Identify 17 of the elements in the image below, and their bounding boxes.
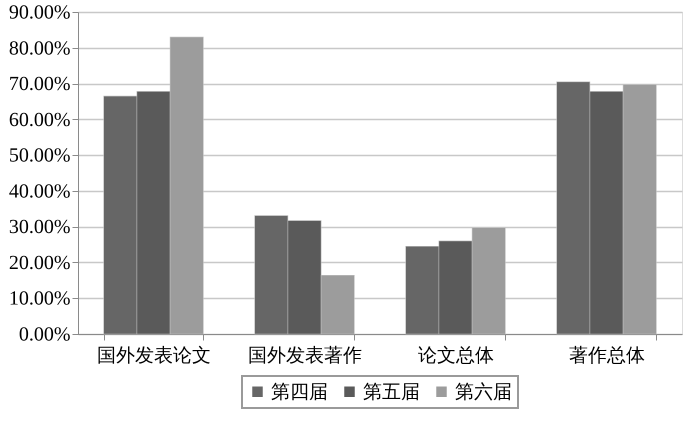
y-tick-label: 80.00% <box>8 37 70 60</box>
y-tick-label: 60.00% <box>8 108 70 131</box>
y-tick-label: 10.00% <box>8 288 70 310</box>
x-tick-label: 著作总体 <box>569 346 645 366</box>
y-tick-label: 0.00% <box>18 324 70 346</box>
y-tick-label: 50.00% <box>8 144 70 167</box>
y-tick-label: 90.00% <box>8 2 70 24</box>
legend-label: 第五届 <box>363 382 420 403</box>
y-tick-label: 30.00% <box>8 216 70 238</box>
x-tick-label: 国外发表论文 <box>97 346 211 366</box>
legend-label: 第四届 <box>271 382 328 403</box>
x-tick-label: 国外发表著作 <box>248 346 362 366</box>
y-tick-label: 40.00% <box>8 180 70 202</box>
x-tick-label: 论文总体 <box>418 346 494 366</box>
y-tick-label: 20.00% <box>8 252 70 274</box>
y-tick-label: 70.00% <box>8 73 70 96</box>
legend-label: 第六届 <box>455 380 512 403</box>
